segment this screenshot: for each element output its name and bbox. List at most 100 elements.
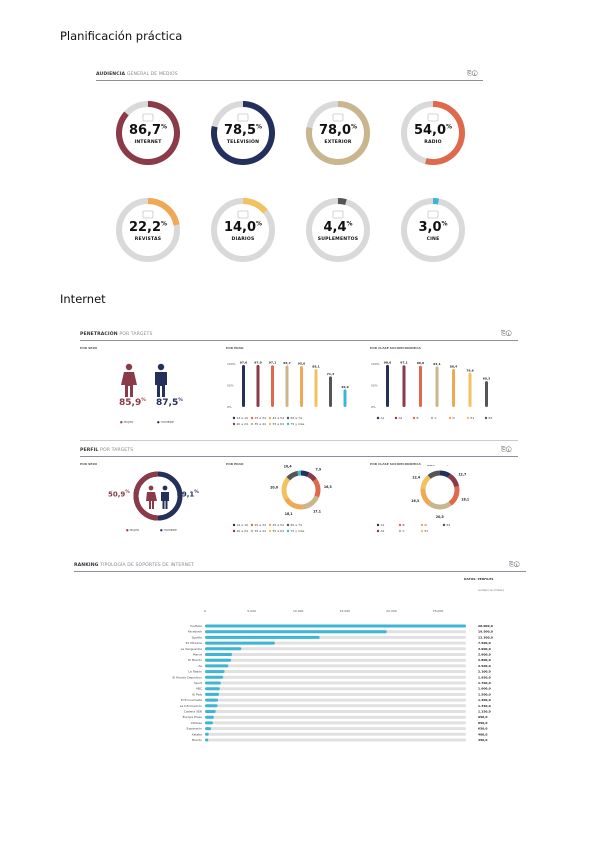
data-label: 1.950,0 [478, 675, 491, 679]
gauge-arc-televisión [211, 101, 275, 165]
audiencia-panel-title: AUDIENCIA GENERAL DE MEDIOS [96, 72, 178, 77]
copy-icon[interactable]: ⎘ [501, 446, 506, 453]
bar-track [205, 653, 466, 656]
data-label: 1.350,0 [478, 704, 491, 708]
category-label: El Mundo Deportivo [172, 675, 202, 679]
data-label: 10,4 [284, 465, 293, 469]
bar [205, 630, 387, 634]
donut-slice [420, 474, 431, 489]
bar-track [205, 687, 466, 691]
axis-tick: 100% [227, 362, 236, 366]
legend-dot [250, 529, 254, 533]
copy-icon[interactable]: ⎘ [509, 561, 514, 568]
bar-track [205, 704, 466, 708]
legend-dot [442, 523, 446, 527]
data-label: 40,9 [341, 385, 348, 389]
legend-dot [376, 416, 380, 420]
penetracion-edad-chart: 100% 50% 0% 97,6 97,9 97,1 96,7 95,0 88,1 71,3 40,… [227, 360, 349, 426]
legend-dot [232, 523, 236, 527]
category-label: Mundo [192, 738, 202, 742]
bar [205, 715, 214, 719]
bar [205, 653, 233, 656]
ranking-chart: 0 5.000 10.000 15.000 20.000 25.000 YouTube 28.… [172, 609, 493, 742]
bar-track [205, 732, 466, 736]
woman-icon [121, 363, 137, 397]
bar-track [205, 698, 466, 702]
info-icon[interactable]: ⓘ [513, 561, 520, 568]
legend-dot [250, 523, 254, 527]
category-label: 20 Minutos [185, 641, 202, 645]
data-label: 850,0 [478, 721, 488, 725]
data-label: 28.000,0 [478, 624, 493, 628]
data-label: 79,6 [466, 368, 473, 372]
bar [300, 366, 303, 407]
axis-tick: 5.000 [247, 609, 256, 613]
gauge-arc-revistas [147, 198, 180, 226]
data-label: 7.500,0 [478, 641, 491, 645]
data-label: 7,9 [315, 467, 321, 471]
gauge-label: TELEVISIÓN [226, 140, 260, 145]
data-label: 71,3 [327, 372, 334, 376]
donut-slice [439, 470, 451, 478]
bar-track [205, 675, 466, 679]
bar-track [205, 670, 466, 674]
newspaper-icon [237, 210, 249, 219]
bar [314, 369, 318, 407]
gauge-arc-internet [116, 101, 180, 165]
bar [285, 365, 289, 407]
data-label: 11,0 [427, 465, 436, 467]
category-label: Europa Press [183, 715, 203, 719]
category-label: Marca [193, 653, 202, 657]
bar [242, 365, 245, 407]
data-label: 97,6 [240, 361, 247, 365]
data-label: 1.400,0 [478, 698, 491, 702]
clase-label: POR CLASE SOCIOECONÓMICA [370, 462, 421, 466]
legend-label: D [425, 523, 428, 527]
axis-tick: 50% [227, 384, 234, 388]
legend-dot [286, 416, 290, 420]
data-label: 12.300,0 [478, 635, 493, 639]
data-label: 2.900,0 [478, 653, 491, 657]
bar [485, 381, 488, 407]
legend-label: A1 [381, 416, 385, 420]
legend-label: B [417, 416, 419, 420]
data-label: 97,1 [400, 361, 407, 365]
legend-dot [484, 416, 488, 420]
gauge-value: 14,0% [223, 220, 263, 235]
bar [343, 389, 347, 407]
legend-label: E1 [425, 529, 429, 533]
axis-tick: 0% [227, 405, 232, 409]
tv-icon [237, 113, 249, 122]
data-selector[interactable]: DATOS: PERFILES [464, 577, 494, 581]
data-label: 7,1 [304, 465, 310, 466]
legend-dot [420, 523, 424, 527]
bar-track [205, 710, 466, 713]
category-label: La Vanguardia [181, 647, 203, 651]
data-label: 3.900,0 [478, 647, 491, 651]
copy-icon[interactable]: ⎘ [467, 70, 472, 77]
legend-label: 45 a 54 [273, 416, 284, 420]
legend-dot [250, 422, 254, 426]
bar [205, 675, 224, 679]
legend-dot [268, 422, 272, 426]
info-icon[interactable]: ⓘ [505, 446, 512, 453]
panel-actions: ⎘ⓘ [501, 330, 511, 338]
info-icon[interactable]: ⓘ [505, 330, 512, 337]
category-label: La Información [180, 704, 202, 708]
bar [205, 681, 221, 685]
bar [205, 692, 219, 696]
bar [402, 365, 406, 407]
gauge-value: 4,4% [323, 220, 353, 235]
legend-label: 20 a 24 [237, 529, 248, 533]
edad-label: POR EDAD [226, 346, 244, 350]
legend-label: 14 a 19 [237, 416, 248, 420]
legend-mujer: ● MUJER [126, 528, 140, 532]
billboard-icon [332, 113, 344, 122]
legend-dot [268, 529, 272, 533]
data-label: 19.500,0 [478, 630, 493, 634]
copy-icon[interactable]: ⎘ [501, 330, 506, 337]
data-subtitle: audiencia (miles) [478, 588, 504, 592]
gauge-label: REVISTAS [134, 237, 162, 242]
info-icon[interactable]: ⓘ [471, 70, 478, 77]
